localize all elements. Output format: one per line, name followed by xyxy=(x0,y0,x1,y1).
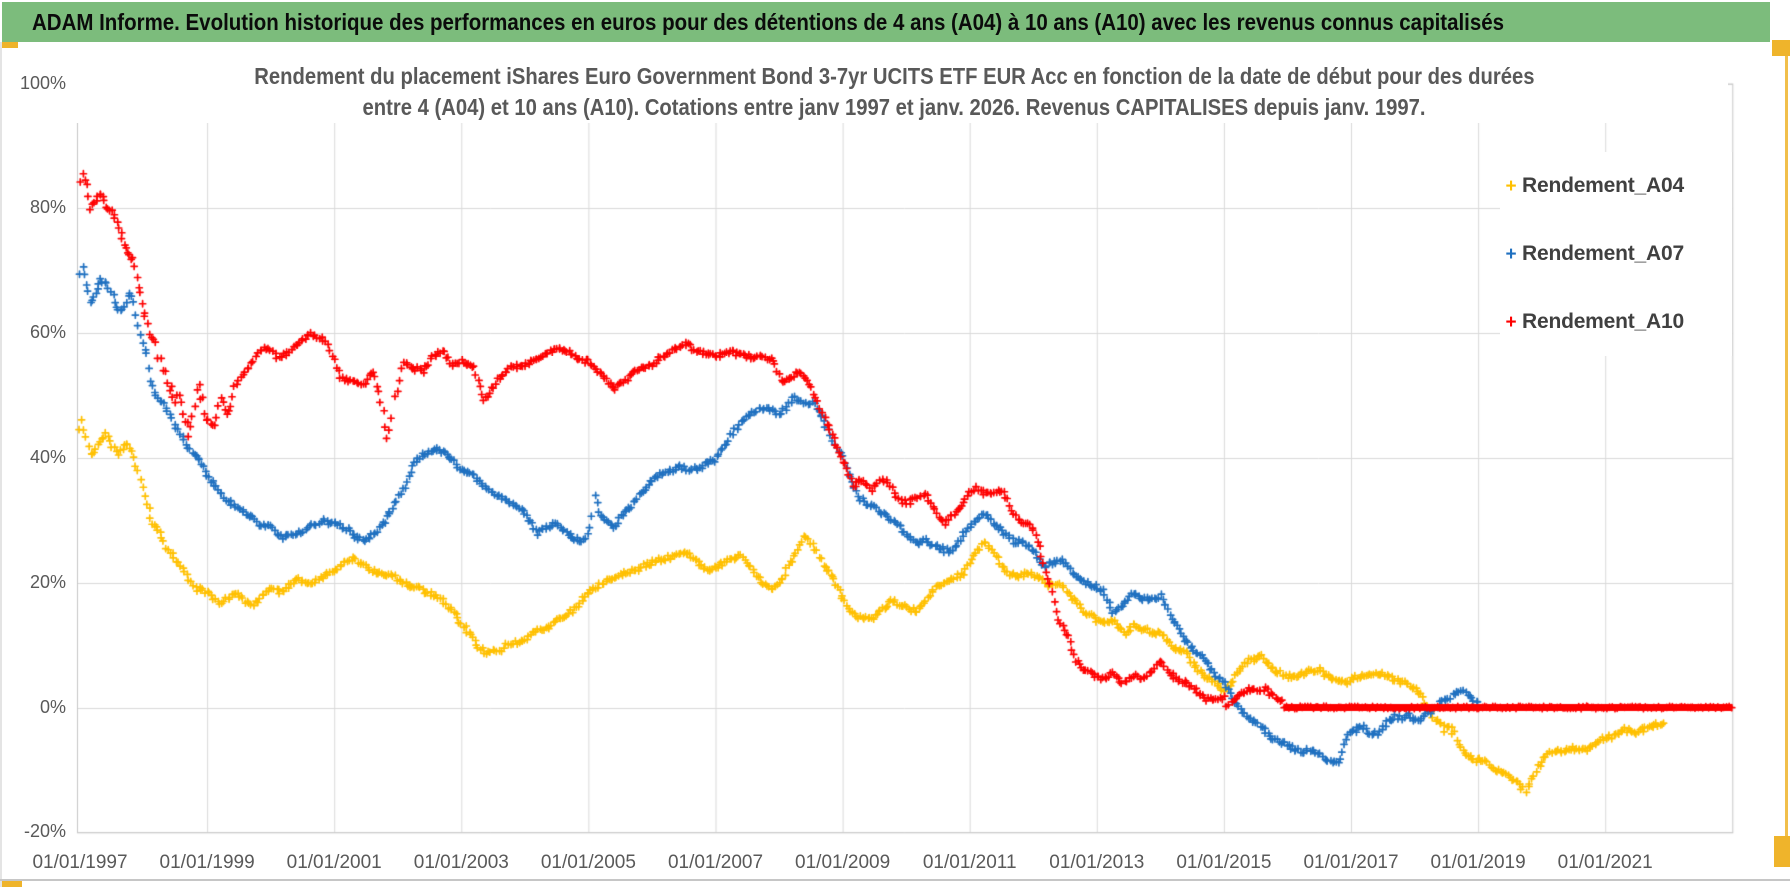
y-axis-label: 80% xyxy=(29,197,66,218)
x-axis-label: 01/01/2005 xyxy=(540,852,636,873)
y-axis-label: 0% xyxy=(39,696,66,717)
x-axis-label: 01/01/2019 xyxy=(1430,852,1526,873)
x-axis-label: 01/01/2017 xyxy=(1303,852,1399,873)
y-axis-label: 20% xyxy=(29,571,66,592)
x-axis-label: 01/01/2015 xyxy=(1176,852,1272,873)
x-axis-label: 01/01/2021 xyxy=(1557,852,1653,873)
x-axis-label: 01/01/2011 xyxy=(922,852,1017,873)
y-axis-label: 100% xyxy=(19,72,66,93)
legend-plus-marker-icon: + xyxy=(1505,243,1517,265)
chart-title: Rendement du placement iShares Euro Gove… xyxy=(60,61,1728,123)
x-axis-label: 01/01/2003 xyxy=(413,852,509,873)
chart-title-line1: Rendement du placement iShares Euro Gove… xyxy=(253,63,1535,89)
legend-label: Rendement_A10 xyxy=(1522,310,1684,333)
y-axis-label: 40% xyxy=(29,446,66,467)
x-axis-label: 01/01/2009 xyxy=(795,852,891,873)
chart-legend: + Rendement_A04 + Rendement_A07 + Rendement_A… xyxy=(1500,152,1732,356)
legend-item: + Rendement_A04 xyxy=(1500,152,1732,220)
legend-item: + Rendement_A10 xyxy=(1500,288,1732,356)
y-axis-label: 60% xyxy=(29,322,66,343)
y-axis-label: -20% xyxy=(23,821,66,842)
legend-label: Rendement_A07 xyxy=(1522,242,1684,265)
x-axis-label: 01/01/2007 xyxy=(667,852,764,873)
x-axis-label: 01/01/2001 xyxy=(286,852,382,873)
legend-plus-marker-icon: + xyxy=(1505,311,1517,333)
legend-item: + Rendement_A07 xyxy=(1500,220,1732,288)
chart-title-line2: entre 4 (A04) et 10 ans (A10). Cotations… xyxy=(362,94,1426,120)
x-axis-label: 01/01/1999 xyxy=(159,852,255,873)
legend-plus-marker-icon: + xyxy=(1505,175,1517,197)
x-axis-label: 01/01/1997 xyxy=(32,852,128,873)
legend-label: Rendement_A04 xyxy=(1522,174,1684,197)
x-axis-label: 01/01/2013 xyxy=(1049,852,1145,873)
